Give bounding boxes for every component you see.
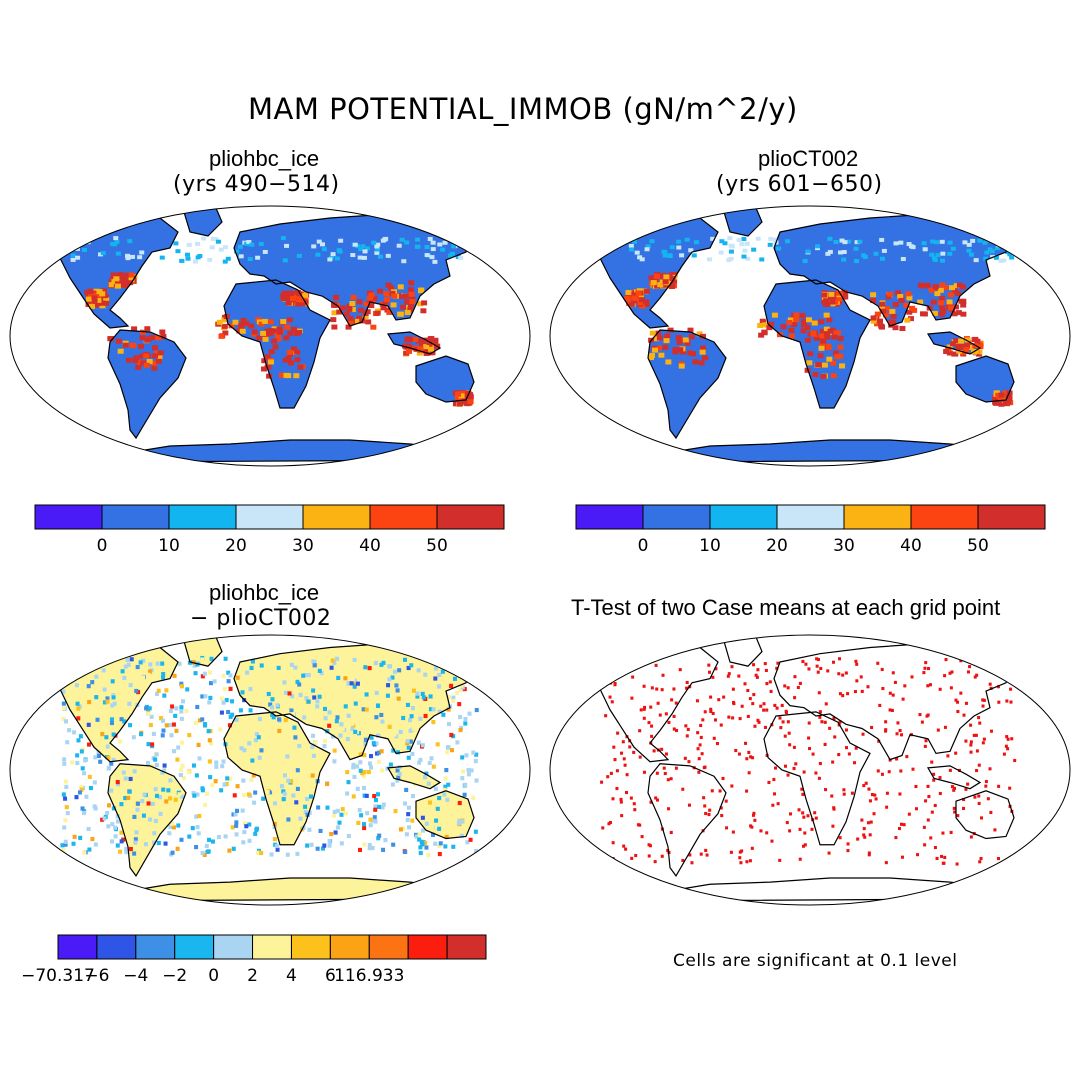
colorbar-panel-1-label: 40 — [359, 536, 381, 556]
colorbar-panel-2-box — [977, 504, 1046, 530]
panel4-note: Cells are significant at 0.1 level — [673, 951, 958, 971]
colorbar-panel-3-box — [407, 934, 448, 960]
colorbar-panel-3-label: 116.933 — [334, 966, 404, 986]
colorbar-panel-3-box — [252, 934, 292, 960]
colorbar-panel-3-box — [290, 934, 331, 960]
panel1-subtitle: (yrs 490−514) — [173, 172, 340, 197]
colorbar-panel-1-label: 0 — [97, 536, 108, 556]
colorbar-panel-3-label: 2 — [247, 966, 258, 986]
colorbar-panel-1-box — [101, 504, 170, 530]
colorbar-panel-2-label: 20 — [766, 536, 788, 556]
colorbar-panel-3-label: 6 — [325, 966, 336, 986]
colorbar-panel-2-label: 50 — [967, 536, 989, 556]
colorbar-panel-2-box — [575, 504, 644, 530]
panel1-title: pliohbc_ice — [209, 146, 320, 171]
map-panel-1 — [9, 205, 531, 467]
colorbar-panel-3-label: −4 — [123, 966, 148, 986]
colorbar-panel-1-label: 20 — [225, 536, 247, 556]
colorbar-panel-1-box — [168, 504, 237, 530]
colorbar-panel-1-box — [302, 504, 371, 530]
colorbar-panel-2-box — [776, 504, 845, 530]
colorbar-panel-3-box — [135, 934, 176, 960]
colorbar-panel-3-box — [57, 934, 98, 960]
colorbar-panel-2-label: 10 — [699, 536, 721, 556]
colorbar-panel-2-box — [642, 504, 711, 530]
colorbar-panel-1: 0 10 20 30 40 50 — [34, 504, 505, 556]
colorbar-panel-3-label: −6 — [84, 966, 109, 986]
colorbar-panel-1-box — [436, 504, 505, 530]
panel2-title: plioCT002 — [758, 146, 859, 171]
colorbar-panel-3-label: 0 — [208, 966, 219, 986]
map-panel-2 — [549, 205, 1071, 467]
colorbar-panel-2-box — [843, 504, 912, 530]
colorbar-panel-1-label: 10 — [158, 536, 180, 556]
panel2-subtitle: (yrs 601−650) — [716, 172, 883, 197]
panel3-subtitle: − plioCT002 — [190, 606, 332, 631]
colorbar-panel-3-label: 4 — [286, 966, 297, 986]
colorbar-panel-2-label: 0 — [638, 536, 649, 556]
colorbar-panel-1-box — [235, 504, 304, 530]
colorbar-panel-3-box — [368, 934, 409, 960]
colorbar-panel-3-box — [213, 934, 254, 960]
panel3-title: pliohbc_ice — [209, 580, 320, 605]
colorbar-panel-1-box — [34, 504, 103, 530]
map-panel-3 — [9, 634, 531, 906]
figure-title: MAM POTENTIAL_IMMOB (gN/m^2/y) — [248, 92, 798, 126]
colorbar-panel-3-box — [329, 934, 370, 960]
colorbar-panel-2-box — [910, 504, 979, 530]
colorbar-panel-3-label: −2 — [162, 966, 187, 986]
colorbar-panel-1-label: 50 — [426, 536, 448, 556]
colorbar-panel-3-label: −70.317 — [21, 966, 95, 986]
colorbar-panel-3-box — [446, 934, 487, 960]
colorbar-panel-3-box — [96, 934, 137, 960]
panel4-title: T-Test of two Case means at each grid po… — [571, 595, 1001, 620]
colorbar-panel-1-label: 30 — [292, 536, 314, 556]
map-panel-4 — [549, 634, 1071, 906]
colorbar-panel-2-label: 40 — [900, 536, 922, 556]
colorbar-panel-2-label: 30 — [833, 536, 855, 556]
colorbar-panel-3-box — [174, 934, 215, 960]
colorbar-panel-2: 0 10 20 30 40 50 — [575, 504, 1046, 556]
colorbar-panel-1-box — [369, 504, 438, 530]
colorbar-panel-2-box — [709, 504, 778, 530]
